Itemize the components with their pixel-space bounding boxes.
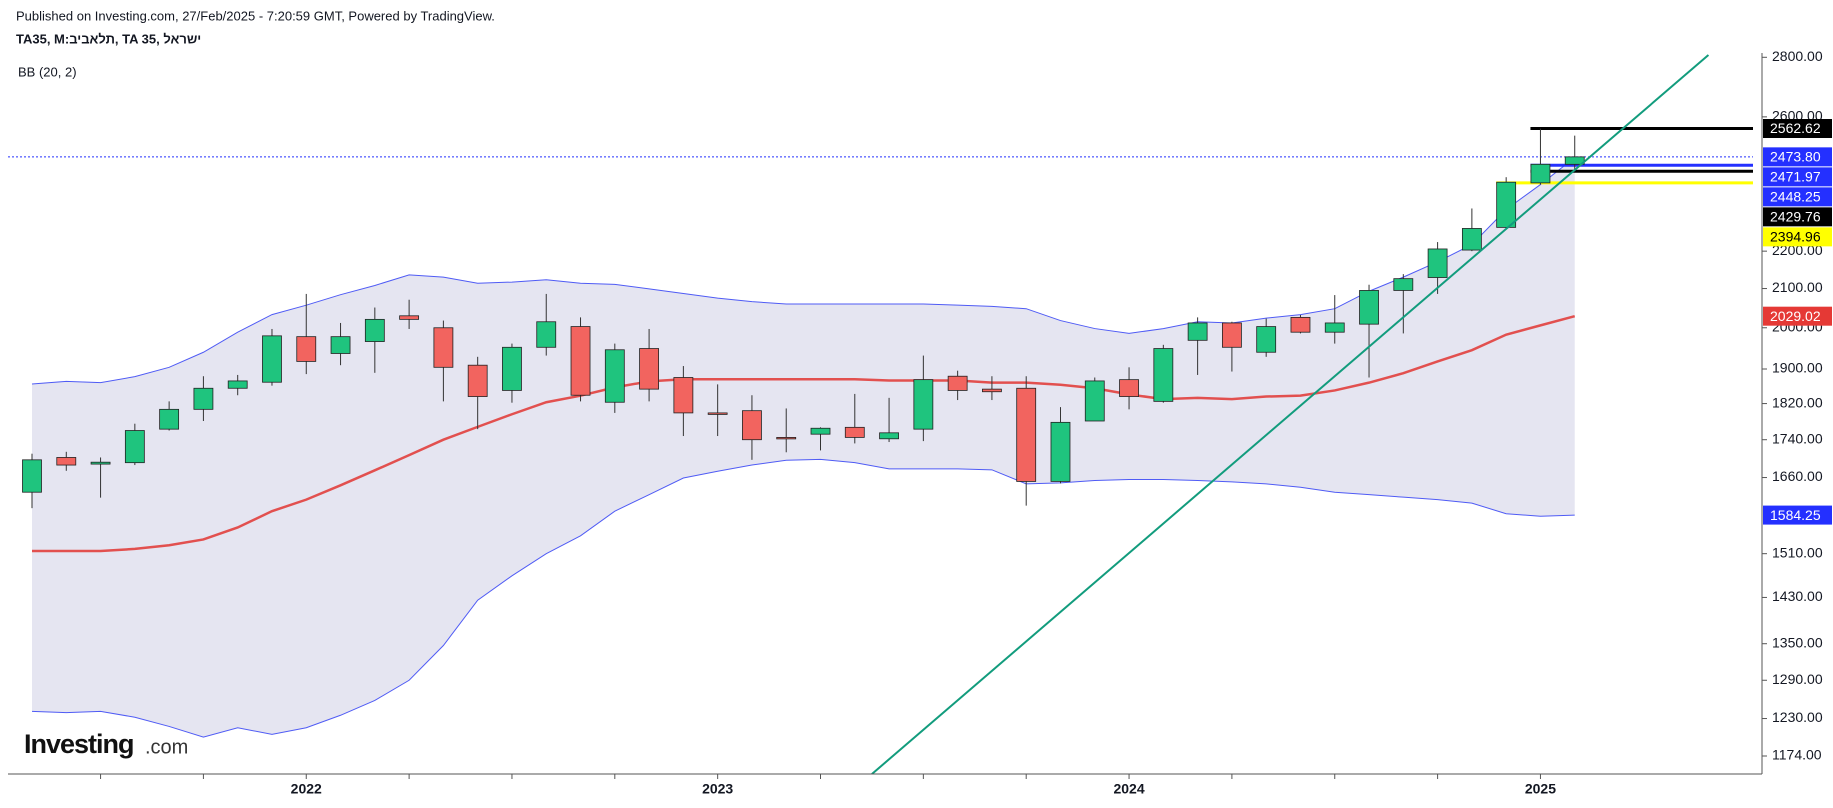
price-label-box — [1763, 505, 1832, 525]
price-label: 2471.97 — [1770, 169, 1821, 185]
chart-title: TA35, M:תלאביב, TA 35, ישראל — [16, 31, 201, 46]
candle-body — [570, 326, 591, 396]
candle-body — [639, 348, 659, 390]
x-tick-label: 2025 — [1525, 781, 1556, 797]
candle-body — [399, 315, 420, 320]
price-label-box — [1763, 147, 1832, 167]
price-label: 2562.62 — [1770, 120, 1821, 136]
candle-body — [913, 379, 934, 430]
plot-area — [8, 54, 1753, 774]
candle-body — [1084, 380, 1105, 422]
price-label-box — [1763, 119, 1832, 139]
price-label-box — [1763, 207, 1832, 227]
source-text: Published on Investing.com, 27/Feb/2025 … — [16, 8, 495, 23]
candle-body — [159, 408, 180, 430]
logo-name: Investing — [24, 729, 134, 759]
candle-body — [776, 437, 797, 440]
candle-body — [193, 387, 214, 410]
price-label: 2029.02 — [1770, 308, 1821, 324]
y-tick-label: 1740.00 — [1772, 430, 1823, 446]
y-tick-label: 1820.00 — [1772, 394, 1823, 410]
candle-body — [844, 426, 865, 438]
candle-body — [673, 377, 694, 414]
candle-body — [1427, 248, 1448, 278]
price-label: 2473.80 — [1770, 149, 1821, 165]
x-tick-label: 2023 — [702, 781, 733, 797]
candle-body — [296, 336, 317, 362]
band-middle — [31, 314, 1576, 553]
x-tick-label: 2022 — [291, 781, 322, 797]
candle-body — [1153, 348, 1174, 402]
y-tick-label: 2100.00 — [1772, 279, 1823, 295]
y-tick-label: 1660.00 — [1772, 468, 1823, 484]
y-tick-label: 1510.00 — [1772, 544, 1823, 560]
y-tick-label: 1174.00 — [1772, 747, 1822, 763]
candle-body — [1256, 326, 1277, 353]
candle-body — [947, 375, 968, 391]
price-label: 2429.76 — [1770, 209, 1821, 225]
candle-body — [56, 457, 77, 466]
candle-body — [879, 432, 899, 440]
candle-body — [262, 335, 282, 383]
price-label-box — [1763, 167, 1832, 187]
indicator-label: BB (20, 2) — [18, 64, 77, 79]
y-tick-label: 1350.00 — [1772, 634, 1823, 650]
price-label-box — [1763, 187, 1832, 207]
candle-body — [536, 321, 557, 348]
logo-suffix: .com — [145, 736, 188, 758]
candle-body — [1530, 163, 1551, 184]
candle-body — [1187, 322, 1208, 341]
candle-body — [1221, 322, 1242, 348]
x-tick-label: 2024 — [1113, 781, 1144, 797]
candle-body — [364, 318, 385, 342]
candle-body — [604, 349, 625, 403]
candle-body — [742, 410, 762, 441]
candle-body — [1393, 278, 1414, 291]
price-label: 1584.25 — [1770, 507, 1821, 523]
y-tick-label: 1430.00 — [1772, 588, 1823, 604]
candle-body — [810, 427, 831, 435]
price-label-box — [1763, 306, 1832, 326]
candle-body — [1324, 322, 1345, 333]
candle-body — [330, 336, 351, 354]
y-tick-label: 2800.00 — [1772, 48, 1823, 64]
candle-body — [1119, 379, 1139, 397]
candle-body — [502, 346, 522, 391]
price-label: 2448.25 — [1770, 189, 1821, 205]
candle-body — [227, 380, 248, 389]
candle-body — [1016, 387, 1037, 482]
y-tick-label: 1230.00 — [1772, 709, 1823, 725]
trend-line — [871, 54, 1710, 774]
price-label-box — [1763, 227, 1832, 247]
candle-body — [433, 327, 454, 368]
candle-body — [982, 388, 1002, 393]
candle-body — [707, 412, 728, 415]
y-tick-label: 1290.00 — [1772, 671, 1823, 687]
candle-body — [1290, 316, 1311, 333]
y-tick-label: 1900.00 — [1772, 360, 1823, 376]
band-upper — [31, 157, 1576, 385]
candle-body — [90, 461, 111, 465]
candle-body — [1496, 181, 1517, 228]
axis-group: 1174.00 1230.00 1290.00 1350.00 1430.00 1510.… — [100, 48, 1832, 797]
candle-body — [1461, 228, 1482, 251]
band-fill — [31, 157, 1575, 738]
candle-body — [1050, 421, 1071, 482]
candle-body — [22, 459, 42, 493]
candle-body — [467, 364, 488, 397]
candle-body — [124, 430, 145, 464]
candle-body — [1359, 290, 1379, 325]
price-label: 2394.96 — [1770, 229, 1821, 245]
band-lower — [31, 458, 1575, 738]
